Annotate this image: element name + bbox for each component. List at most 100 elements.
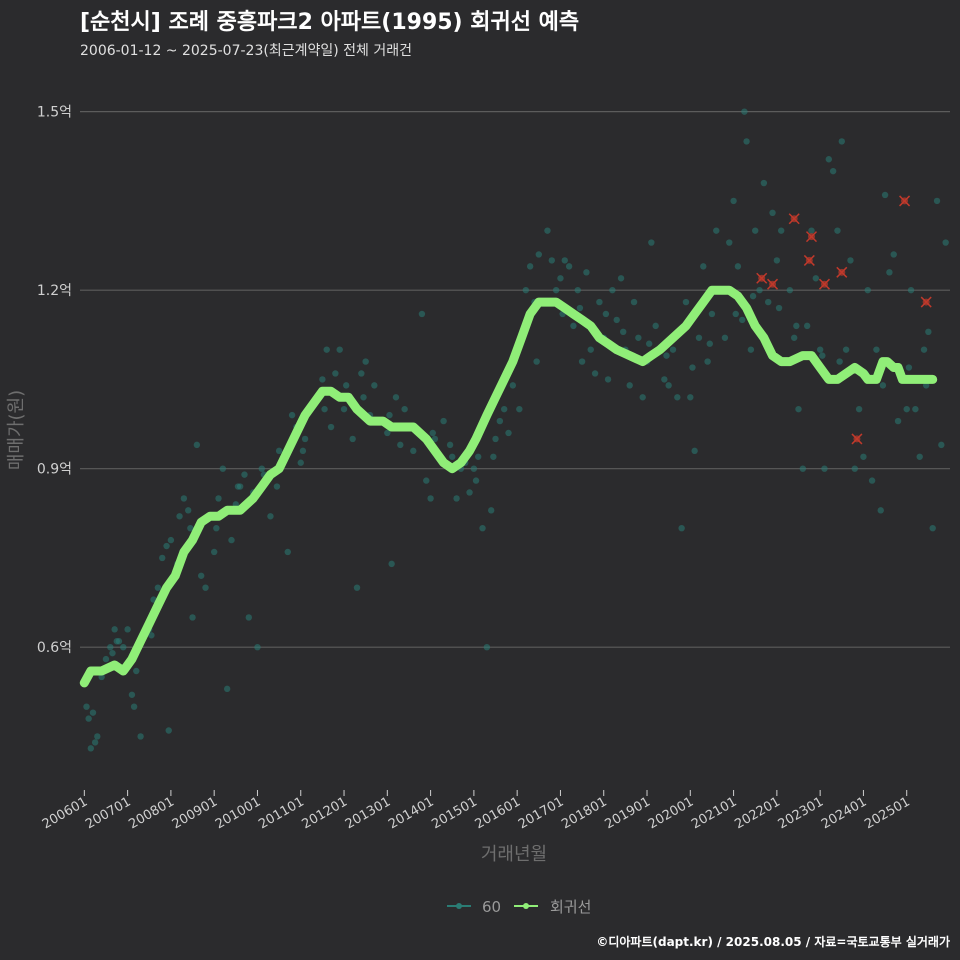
scatter-point bbox=[912, 405, 919, 413]
scatter-point bbox=[557, 275, 564, 282]
scatter-point bbox=[786, 286, 794, 294]
scatter-point bbox=[163, 542, 170, 550]
scatter-point bbox=[821, 465, 828, 472]
scatter-point bbox=[825, 156, 833, 163]
scatter-point bbox=[648, 239, 655, 246]
scatter-point bbox=[496, 417, 504, 425]
scatter-point bbox=[552, 286, 560, 294]
scatter-point bbox=[273, 483, 281, 490]
scatter-point bbox=[596, 298, 603, 306]
scatter-point bbox=[726, 239, 733, 246]
scatter-point bbox=[215, 495, 222, 502]
scatter-point bbox=[890, 251, 897, 258]
scatter-point bbox=[371, 382, 378, 389]
scatter-point bbox=[133, 667, 140, 675]
scatter-point bbox=[423, 477, 430, 484]
scatter-point bbox=[687, 394, 694, 401]
scatter-point bbox=[613, 316, 620, 324]
scatter-point bbox=[834, 227, 841, 234]
outlier-cross bbox=[756, 272, 768, 284]
scatter-point bbox=[879, 382, 887, 389]
x-tick-label: 202001 bbox=[646, 794, 696, 832]
scatter-point bbox=[533, 358, 540, 365]
outlier-marker bbox=[899, 195, 911, 207]
scatter-point bbox=[522, 286, 530, 294]
scatter-point bbox=[223, 685, 231, 693]
scatter-point bbox=[159, 554, 166, 562]
scatter-point bbox=[505, 429, 512, 437]
scatter-point bbox=[358, 370, 365, 377]
x-tick-label: 200801 bbox=[126, 794, 176, 832]
scatter-point bbox=[732, 310, 739, 318]
scatter-point bbox=[929, 524, 936, 532]
outlier-cross bbox=[851, 433, 863, 445]
scatter-point bbox=[154, 584, 162, 591]
scatter-point bbox=[652, 322, 659, 330]
scatter-point bbox=[189, 614, 196, 621]
scatter-point bbox=[446, 441, 454, 449]
scatter-point bbox=[812, 275, 820, 282]
y-axis-label: 매매가(원) bbox=[6, 390, 27, 470]
scatter-point bbox=[475, 453, 482, 460]
scatter-point bbox=[777, 227, 785, 234]
scatter-point bbox=[765, 298, 772, 306]
scatter-point bbox=[836, 358, 843, 365]
scatter-point bbox=[89, 709, 97, 716]
scatter-point bbox=[620, 328, 627, 336]
scatter-point bbox=[544, 227, 551, 234]
scatter-point bbox=[107, 643, 114, 651]
x-tick-label: 201601 bbox=[473, 794, 523, 832]
scatter-point bbox=[565, 263, 573, 270]
scatter-point bbox=[431, 435, 439, 443]
scatter-point bbox=[516, 405, 523, 413]
scatter-point bbox=[180, 495, 188, 502]
scatter-point bbox=[197, 572, 205, 579]
chart-subtitle: 2006-01-12 ~ 2025-07-23(최근계약일) 전체 거래건 bbox=[80, 43, 412, 59]
legend: 60 회귀선 bbox=[447, 898, 591, 916]
scatter-point bbox=[604, 376, 612, 383]
scatter-point bbox=[741, 108, 748, 115]
scatter-point bbox=[617, 275, 625, 282]
x-tick-label: 202501 bbox=[862, 794, 912, 832]
scatter-point bbox=[111, 626, 118, 633]
scatter-point bbox=[388, 560, 395, 568]
scatter-point bbox=[868, 477, 876, 484]
scatter-point bbox=[578, 358, 586, 365]
scatter-point bbox=[297, 459, 304, 466]
scatter-point bbox=[829, 167, 837, 175]
scatter-point bbox=[509, 382, 517, 389]
scatter-point bbox=[128, 691, 136, 698]
outlier-cross bbox=[818, 278, 831, 290]
scatter-point bbox=[401, 405, 408, 413]
scatter-point bbox=[799, 465, 807, 472]
scatter-point bbox=[674, 394, 681, 401]
scatter-point bbox=[730, 197, 737, 205]
scatter-point bbox=[219, 465, 227, 472]
x-tick-label: 201401 bbox=[386, 794, 436, 832]
scatter-point bbox=[756, 286, 763, 294]
scatter-point bbox=[933, 197, 941, 205]
scatter-point bbox=[466, 489, 473, 496]
scatter-point bbox=[734, 263, 742, 270]
scatter-point bbox=[678, 524, 685, 532]
y-tick-label: 0.9억 bbox=[37, 462, 72, 478]
scatter-point bbox=[102, 655, 110, 663]
scatter-point bbox=[384, 429, 391, 437]
scatter-point bbox=[877, 507, 884, 514]
outlier-cross bbox=[767, 278, 779, 290]
scatter-point bbox=[130, 703, 138, 710]
scatter-point bbox=[258, 465, 265, 472]
outlier-marker bbox=[805, 231, 818, 243]
scatter-point bbox=[881, 191, 889, 199]
scatter-point bbox=[682, 298, 690, 306]
scatter-point bbox=[760, 179, 768, 187]
scatter-point bbox=[490, 453, 497, 460]
scatter-point bbox=[342, 382, 350, 389]
scatter-point bbox=[938, 441, 945, 449]
scatter-point bbox=[873, 346, 880, 353]
grid-layer bbox=[80, 111, 950, 648]
x-tick-label: 201701 bbox=[516, 794, 566, 832]
scatter-point bbox=[769, 209, 776, 217]
x-tick-label: 201001 bbox=[213, 794, 263, 832]
